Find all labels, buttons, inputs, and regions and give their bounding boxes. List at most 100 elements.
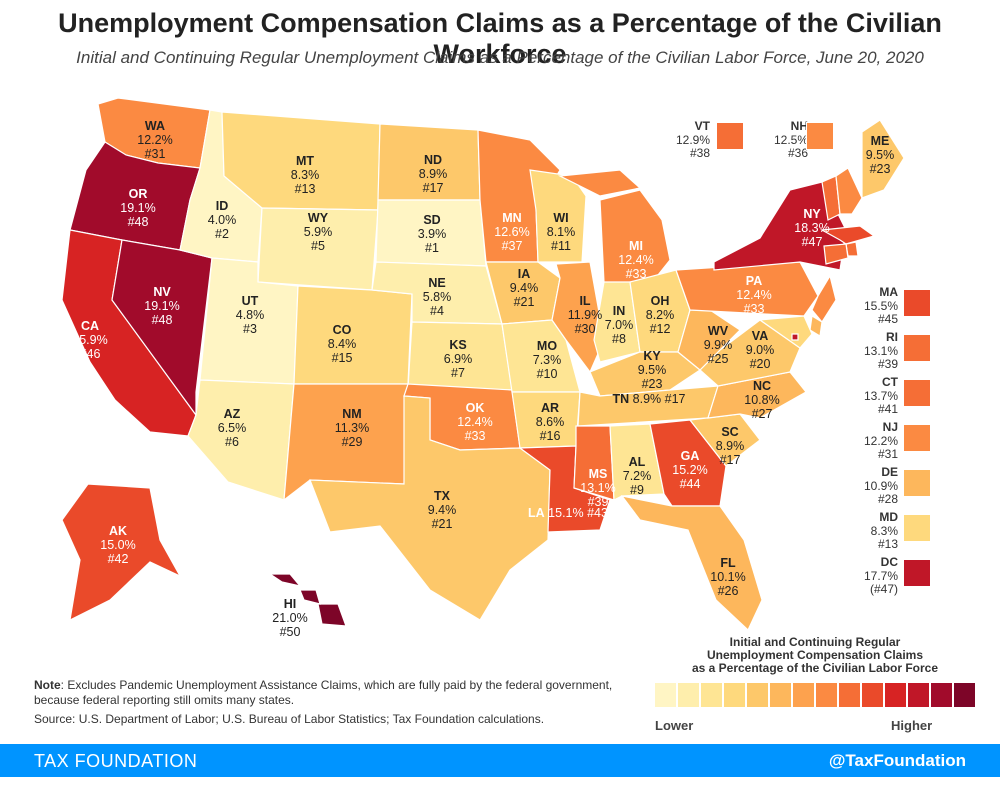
- small-state-label-ri: RI 13.1% #39: [838, 330, 898, 372]
- state-label-nv: NV 19.1% #48: [144, 285, 179, 327]
- state-abbr: KY: [643, 349, 661, 363]
- small-state-swatch-de: [903, 469, 931, 497]
- state-abbr: MI: [629, 239, 643, 253]
- legend-swatch: [747, 683, 768, 707]
- state-rank: #30: [575, 322, 596, 336]
- small-state-abbr: MD: [879, 510, 898, 524]
- state-dc: [791, 333, 799, 341]
- small-state-rank: #31: [877, 447, 898, 461]
- state-abbr: CO: [333, 323, 352, 337]
- state-label-va: VA 9.0% #20: [746, 329, 775, 371]
- legend-title-line: Unemployment Compensation Claims: [706, 648, 924, 662]
- state-label-ia: IA 9.4% #21: [510, 267, 539, 309]
- legend-swatch: [839, 683, 860, 707]
- state-ms: [573, 425, 615, 501]
- state-label-or: OR 19.1% #48: [120, 187, 155, 229]
- state-label-mt: MT 8.3% #13: [291, 154, 320, 196]
- state-abbr: KS: [449, 338, 466, 352]
- state-nh: [835, 167, 863, 215]
- state-rank: #31: [145, 147, 166, 161]
- state-rank: #44: [680, 477, 701, 491]
- state-rank: #17: [661, 392, 685, 406]
- state-abbr: FL: [720, 556, 736, 570]
- state-abbr: ID: [216, 199, 229, 213]
- state-value: 4.8%: [236, 308, 265, 322]
- legend-low-label: Lower: [655, 718, 694, 733]
- state-value: 15.9%: [72, 333, 107, 347]
- state-value: 10.1%: [710, 570, 745, 584]
- state-value: 12.6%: [494, 225, 529, 239]
- state-value: 8.4%: [328, 337, 357, 351]
- state-value: 8.6%: [536, 415, 565, 429]
- legend-swatch: [655, 683, 676, 707]
- state-label-ky: KY 9.5% #23: [638, 349, 667, 391]
- state-rank: #20: [750, 357, 771, 371]
- small-state-swatch-nj: [903, 424, 931, 452]
- state-label-mi: MI 12.4% #33: [618, 239, 653, 281]
- state-value: 10.8%: [744, 393, 779, 407]
- small-state-swatch-dc: [903, 559, 931, 587]
- small-state-rank: #38: [689, 146, 710, 160]
- state-nj: [811, 274, 837, 324]
- state-label-co: CO 8.4% #15: [328, 323, 357, 365]
- state-label-hi: HI 21.0% #50: [272, 597, 307, 639]
- legend-color-scale: [655, 683, 975, 707]
- state-label-az: AZ 6.5% #6: [218, 407, 247, 449]
- state-abbr: SD: [423, 213, 440, 227]
- state-abbr: AZ: [224, 407, 241, 421]
- small-state-swatch-ma: [903, 289, 931, 317]
- legend-swatch: [862, 683, 883, 707]
- state-rank: #1: [425, 241, 439, 255]
- state-mo: [501, 319, 581, 393]
- state-label-la: LA 15.1% #43: [528, 506, 608, 520]
- small-state-abbr: NJ: [882, 420, 898, 434]
- state-abbr: TN: [613, 392, 630, 406]
- state-label-sd: SD 3.9% #1: [418, 213, 447, 255]
- legend-swatch: [885, 683, 906, 707]
- small-state-label-md: MD 8.3% #13: [838, 510, 898, 552]
- legend-swatch: [724, 683, 745, 707]
- state-value: 13.1%: [580, 481, 615, 495]
- state-label-wa: WA 12.2% #31: [137, 119, 172, 161]
- state-abbr: MS: [589, 467, 608, 481]
- legend-swatch: [908, 683, 929, 707]
- state-label-ut: UT 4.8% #3: [236, 294, 265, 336]
- small-state-label-ma: MA 15.5% #45: [838, 285, 898, 327]
- state-ma: [820, 225, 876, 245]
- state-rank: #47: [802, 235, 823, 249]
- legend-swatch: [701, 683, 722, 707]
- note: Note: Excludes Pandemic Unemployment Ass…: [34, 678, 614, 708]
- state-rank: #17: [423, 181, 444, 195]
- footer-brand: TAX FOUNDATION: [34, 751, 198, 771]
- legend-swatch: [954, 683, 975, 707]
- state-label-ar: AR 8.6% #16: [536, 401, 565, 443]
- legend-title-line: as a Percentage of the Civilian Labor Fo…: [691, 661, 939, 675]
- small-state-abbr: CT: [882, 375, 898, 389]
- state-rank: #4: [430, 304, 444, 318]
- state-label-tn: TN 8.9% #17: [613, 392, 686, 406]
- small-state-value: 12.5%: [773, 132, 808, 147]
- state-value: 12.4%: [618, 253, 653, 267]
- state-abbr: CA: [81, 319, 99, 333]
- state-rank: #29: [342, 435, 363, 449]
- state-label-ms: MS 13.1% #39: [580, 467, 615, 509]
- small-state-rank: #28: [877, 492, 898, 506]
- state-abbr: IN: [613, 304, 626, 318]
- small-state-rank: #13: [877, 537, 898, 551]
- state-abbr: MT: [296, 154, 314, 168]
- state-rank: #42: [108, 552, 129, 566]
- state-az: [187, 379, 295, 501]
- state-value: 7.0%: [605, 318, 634, 332]
- state-abbr: NY: [803, 207, 821, 221]
- state-rank: #7: [451, 366, 465, 380]
- small-state-swatch-md: [903, 514, 931, 542]
- state-abbr: NC: [753, 379, 771, 393]
- state-value: 8.1%: [547, 225, 576, 239]
- state-il: [551, 261, 605, 374]
- state-value: 8.9%: [716, 439, 745, 453]
- state-value: 6.5%: [218, 421, 247, 435]
- state-value: 9.5%: [866, 148, 895, 162]
- small-state-value: 12.2%: [863, 433, 898, 448]
- state-label-ok: OK 12.4% #33: [457, 401, 492, 443]
- state-rank: #37: [502, 239, 523, 253]
